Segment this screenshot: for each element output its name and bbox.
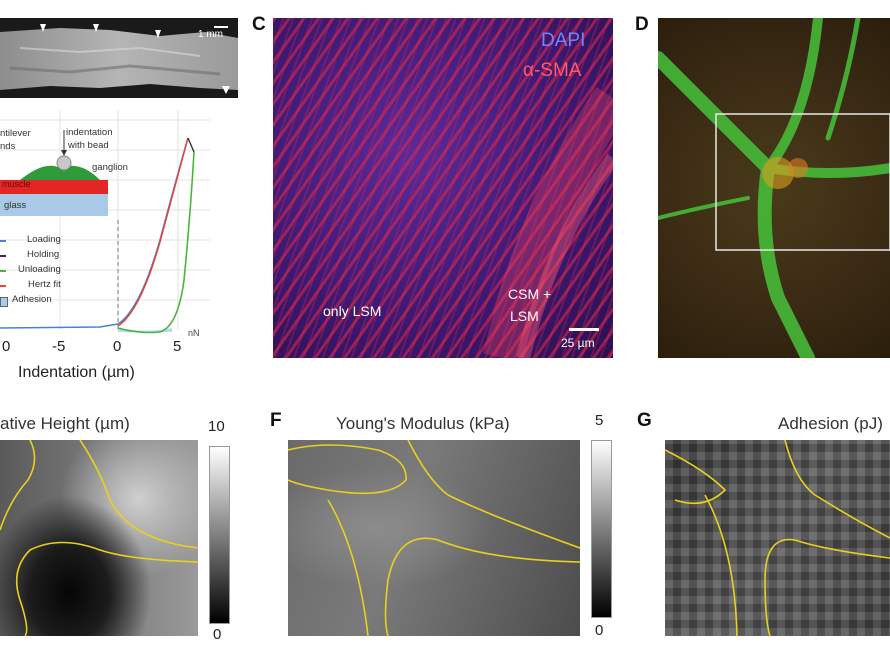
sma-label: α-SMA [523,60,582,81]
region-csm-lsm-2: LSM [510,308,539,324]
x-tick-1: 0 [2,338,11,355]
panel-c-label: C [252,14,266,35]
cantilever-label: ntilever [0,128,31,139]
indentation-label-1: indentation [66,127,113,138]
panel-b-legend: Loading Holding Unloading Hertz fit Adhe… [0,234,70,309]
panel-d-label: D [635,14,649,35]
panel-d-network [658,18,890,358]
region-csm-lsm-1: CSM + [508,286,552,302]
panel-c-image: DAPI α-SMA only LSM CSM + LSM 25 µm [273,18,613,358]
legend-adhesion: Adhesion [0,294,70,309]
panel-f-map [288,440,580,636]
panel-f-title: Young's Modulus (kPa) [336,414,510,433]
indentation-label-2: with bead [68,140,109,151]
legend-hertz: Hertz fit [0,279,70,294]
ganglion-shape [20,130,100,180]
panel-a-scale-label: 1 mm [198,29,223,40]
arrowhead-icon [93,24,99,32]
panel-d-image [658,18,890,358]
panel-f-contours [288,440,580,636]
x-tick-2: -5 [52,338,66,355]
panel-f-cbar-min: 0 [595,622,604,639]
panel-c-scale-bar [569,328,599,331]
panel-e-map [0,440,198,636]
panel-g-label: G [637,410,652,431]
x-axis-label: Indentation (µm) [18,364,135,381]
legend-holding: Holding [0,249,70,264]
legend-loading: Loading [0,234,70,249]
holding-curve [187,137,195,153]
ganglion-label: ganglion [92,162,128,173]
legend-unloading: Unloading [0,264,70,279]
x-tick-4: 5 [173,338,182,355]
x-tick-3: 0 [113,338,122,355]
glass-label: glass [4,200,27,211]
muscle-label: muscle [2,179,31,189]
panel-g-map [665,440,890,636]
dapi-label: DAPI [541,30,586,51]
nN-label: nN [188,328,200,338]
beads-label: nds [0,141,16,152]
hertz-fit-curve [117,137,189,327]
panel-c-fibers [483,86,613,358]
glass-layer [0,194,108,216]
panel-e-title: ative Height (µm) [0,414,130,433]
panel-g-contours [665,440,890,636]
panel-g-title: Adhesion (pJ) [778,414,883,433]
panel-f-colorbar [591,440,612,618]
arrowhead-icon [155,30,161,38]
panel-e-cbar-min: 0 [213,626,222,643]
schematic-inset: ntilever nds muscle glass [0,120,112,220]
panel-e-colorbar [209,446,230,624]
bead-icon [56,155,72,171]
scale-bar [214,26,228,28]
panel-e-cbar-max: 10 [208,418,225,435]
arrowhead-icon [222,86,230,94]
panel-f-cbar-max: 5 [595,412,604,429]
muscle-layer [0,180,108,194]
panel-a-image: 1 mm [0,18,238,98]
panel-c-scale-label: 25 µm [561,336,595,350]
unloading-curve [117,151,195,334]
panel-e-contours [0,440,198,636]
panel-a-tissue [0,24,238,94]
region-only-lsm: only LSM [323,303,382,319]
arrowhead-icon [40,24,46,32]
panel-f-label: F [270,410,282,431]
panel-b: ntilever nds muscle glass indentation wi… [0,100,250,390]
zoom-box [715,113,890,251]
